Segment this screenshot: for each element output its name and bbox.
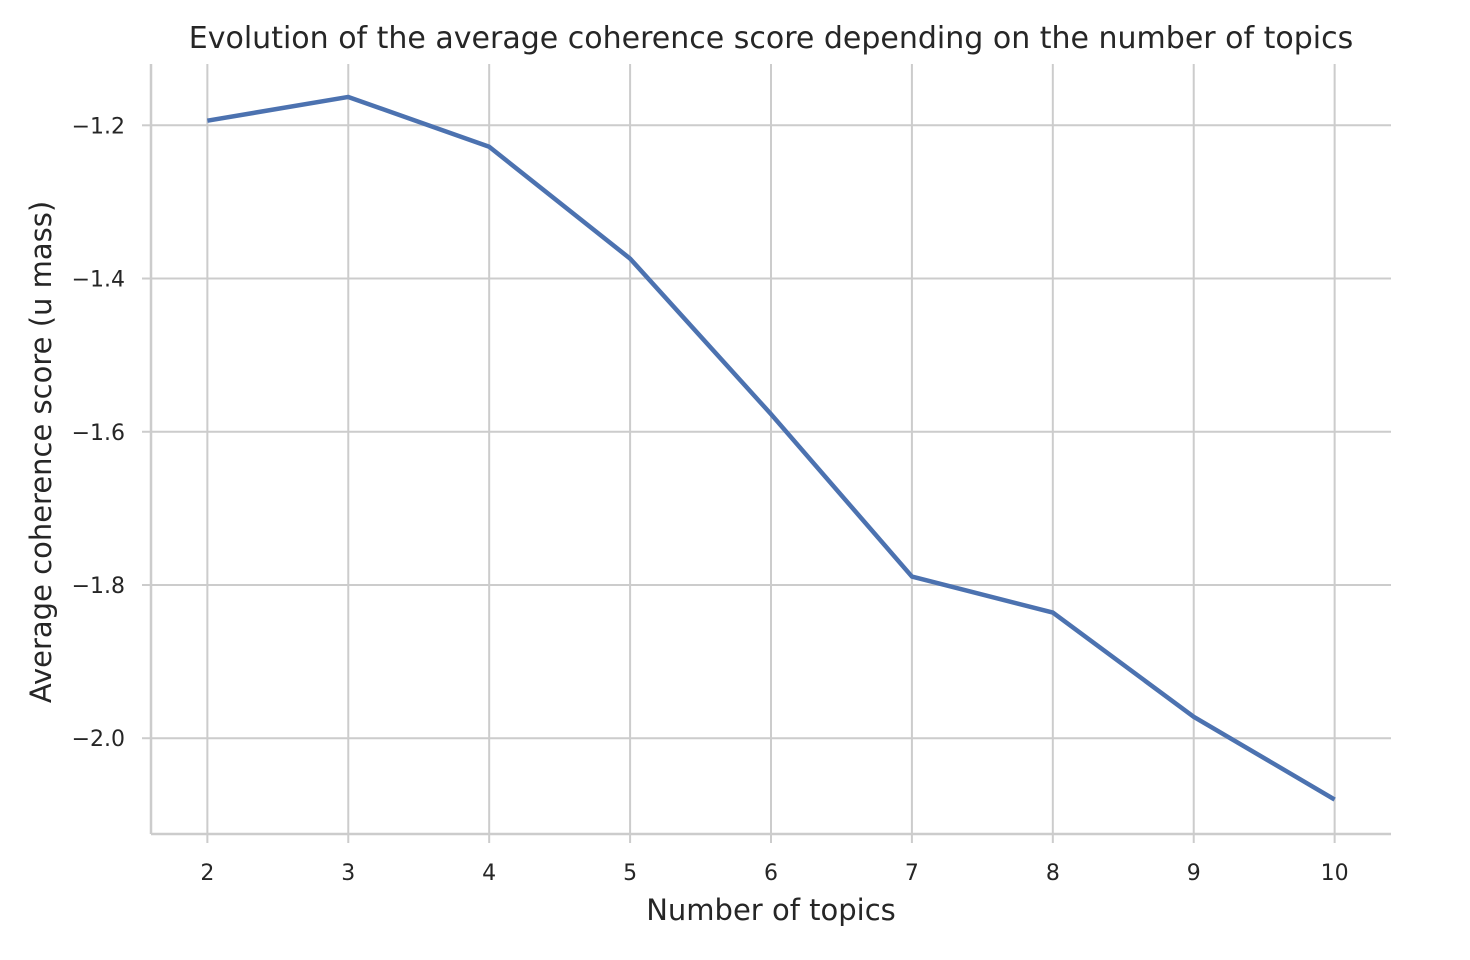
x-axis-ticks: 2 3 4 5 6 7 8 9 10 [200,834,1349,886]
x-tick-label: 5 [623,861,637,886]
y-axis-label: Average coherence score (u mass) [24,201,58,703]
x-tick-label: 4 [482,861,496,886]
series [206,94,1336,802]
x-tick-label: 8 [1046,861,1060,886]
x-tick-label: 10 [1321,861,1349,886]
x-axis-label: Number of topics [646,893,896,927]
x-tick-label: 7 [905,861,919,886]
y-axis-ticks: −1.2 −1.4 −1.6 −1.8 −2.0 [72,114,151,752]
y-tick-label: −1.8 [72,574,125,599]
x-tick-label: 2 [200,861,214,886]
y-tick-label: −1.6 [72,421,125,446]
chart-title: Evolution of the average coherence score… [189,21,1353,56]
x-tick-label: 3 [341,861,355,886]
x-tick-label: 9 [1187,861,1201,886]
y-tick-label: −1.4 [72,268,125,293]
x-tick-label: 6 [764,861,778,886]
y-tick-label: −2.0 [72,727,125,752]
y-tick-label: −1.2 [72,114,125,139]
grid [151,64,1391,834]
